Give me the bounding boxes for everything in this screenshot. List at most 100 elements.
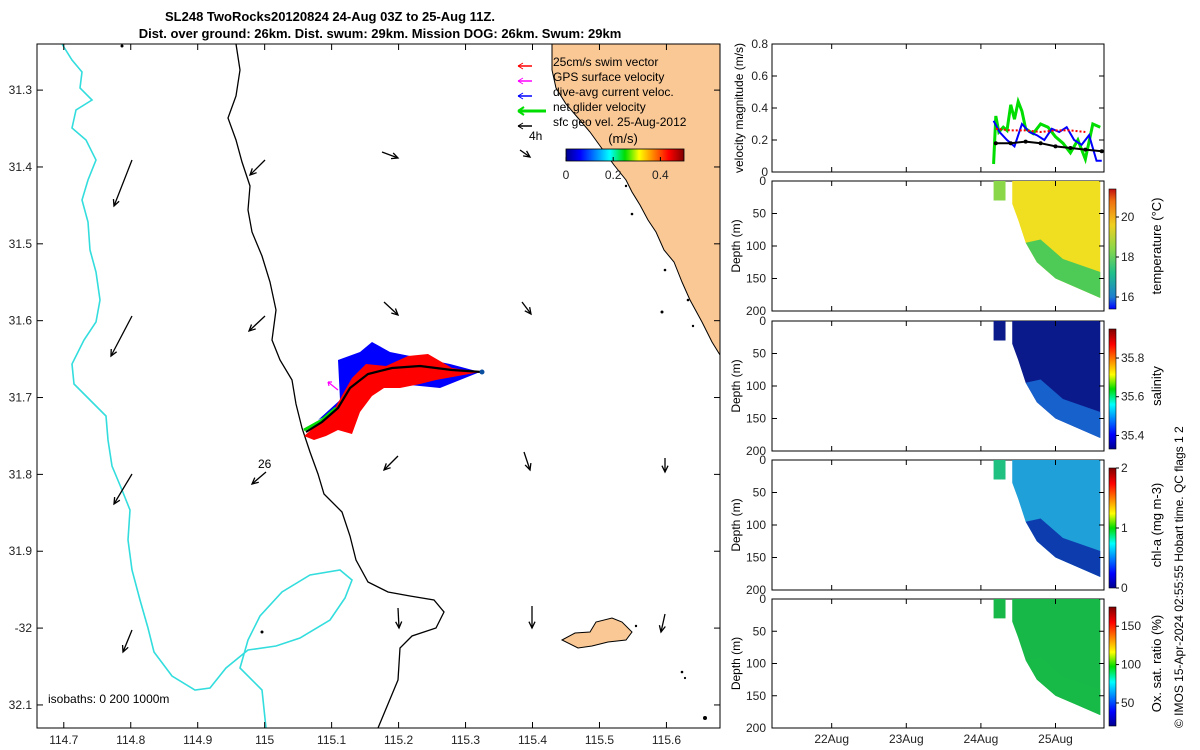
geo-arrow bbox=[248, 315, 266, 332]
geo-arrowhead bbox=[248, 168, 257, 177]
profile-colorbar-label: Ox. sat. ratio (%) bbox=[1149, 615, 1164, 713]
geo-arrowhead bbox=[382, 463, 391, 472]
velocity-y-ticks: 0 0.2 0.4 0.6 0.8 bbox=[751, 37, 1104, 179]
colorbar-label: (m/s) bbox=[608, 131, 638, 146]
legend-label-gps: GPS surface velocity bbox=[553, 70, 664, 84]
profile-colorbar bbox=[1108, 328, 1117, 450]
speed-colorbar bbox=[565, 148, 685, 162]
legend-arrowhead bbox=[517, 77, 524, 85]
velocity-point bbox=[1008, 141, 1013, 146]
map-y-tick-label: 31.4 bbox=[9, 160, 33, 174]
profile-y-tick-label: 100 bbox=[746, 379, 766, 393]
profile-colorbar-tick-label: 150 bbox=[1121, 619, 1141, 633]
profile-y-tick-label: 200 bbox=[746, 583, 766, 597]
geo-arrowhead bbox=[250, 477, 259, 485]
profile-colorbar-tick-label: 18 bbox=[1121, 250, 1135, 264]
velocity-point bbox=[1053, 144, 1058, 149]
profile-y-tick-label: 200 bbox=[746, 304, 766, 318]
velocity-axes-frame bbox=[771, 43, 1105, 173]
geo-arrowhead bbox=[391, 308, 400, 317]
legend-label-current: dive-avg current veloc. bbox=[553, 85, 674, 99]
geo-arrowhead bbox=[390, 152, 400, 160]
velocity-y-tick-label: 0 bbox=[761, 165, 768, 179]
velocity-y-tick-label: 0.6 bbox=[751, 69, 768, 83]
map-y-tick-label: -32 bbox=[15, 621, 33, 635]
time-axis-ticks: 22Aug 23Aug 24Aug 25Aug bbox=[814, 44, 1073, 746]
land-mainland bbox=[551, 43, 721, 357]
map-x-tick-label: 114.9 bbox=[183, 733, 212, 747]
geo-arrow bbox=[660, 613, 666, 633]
geo-arrow bbox=[381, 151, 399, 159]
profile-ylabel: Depth (m) bbox=[729, 219, 743, 272]
geo-arrowhead bbox=[395, 621, 403, 630]
map-x-tick-label: 114.8 bbox=[116, 733, 145, 747]
velocity-series bbox=[992, 96, 1104, 165]
geo-arrowhead bbox=[661, 465, 669, 474]
profile-data-early bbox=[993, 460, 1006, 480]
colorbar-tick-label: 0.4 bbox=[652, 168, 669, 182]
profile-data-deep bbox=[1025, 518, 1101, 577]
profile-data-early bbox=[993, 181, 1006, 201]
profile-colorbar-tick-label: 16 bbox=[1121, 290, 1135, 304]
geo-arrow bbox=[110, 315, 133, 357]
profile-y-tick-label: 200 bbox=[746, 721, 766, 735]
velocity-series-line bbox=[995, 127, 1086, 134]
profile-y-tick-label: 100 bbox=[746, 518, 766, 532]
geo-arrowhead bbox=[112, 198, 120, 208]
profile-colorbar-label: salinity bbox=[1149, 366, 1164, 406]
geo-arrow bbox=[521, 301, 532, 315]
geo-arrow bbox=[383, 301, 399, 316]
profile-data-early bbox=[993, 599, 1006, 619]
profile-y-tick-label: 200 bbox=[746, 444, 766, 458]
map-y-tick-label: 31.6 bbox=[9, 314, 33, 328]
isobath-1000m bbox=[61, 43, 353, 729]
footer-credit: © IMOS 15-Apr-2024 02:55:55 Hobart time.… bbox=[1172, 426, 1186, 728]
profile-colorbar-tick-label: 0 bbox=[1121, 581, 1128, 595]
legend: 25cm/s swim vector GPS surface velocity … bbox=[517, 55, 687, 130]
profile-colorbar-tick-label: 1 bbox=[1121, 521, 1128, 535]
time-tick-label: 25Aug bbox=[1038, 732, 1073, 746]
time-tick-label: 24Aug bbox=[964, 732, 999, 746]
net-glider-track bbox=[303, 406, 337, 432]
time-tick-label: 22Aug bbox=[814, 732, 849, 746]
map-panel: 25cm/s swim vector GPS surface velocity … bbox=[9, 43, 721, 747]
profile-colorbar-tick-label: 100 bbox=[1121, 658, 1141, 672]
profile-colorbar-tick-label: 2 bbox=[1121, 461, 1128, 475]
profile-y-tick-label: 150 bbox=[746, 689, 766, 703]
profile-y-tick-label: 50 bbox=[753, 486, 767, 500]
colorbar-tick-label: 0 bbox=[563, 168, 570, 182]
profile-panel: 0 50 100 150 200 Depth (m) 0 1 2 chl-a (mg m-3) bbox=[729, 453, 1164, 597]
profile-colorbar bbox=[1108, 606, 1117, 727]
map-y-tick-label: 31.8 bbox=[9, 467, 33, 481]
velocity-y-tick-label: 0.8 bbox=[751, 37, 768, 51]
profile-colorbar bbox=[1108, 188, 1117, 310]
legend-label-geo: sfc geo vel. 25-Aug-2012 bbox=[553, 115, 687, 129]
profile-panel: 0 50 100 150 200 Depth (m) 16 18 20 temperature (… bbox=[729, 174, 1164, 318]
profile-colorbar-tick-label: 35.4 bbox=[1121, 428, 1145, 442]
geo-arrowhead bbox=[522, 150, 532, 158]
geo-arrowhead bbox=[524, 462, 532, 472]
profile-ylabel: Depth (m) bbox=[729, 359, 743, 412]
profile-panel: 0 50 100 150 200 Depth (m) 35.4 35.6 35.8 salinit… bbox=[729, 314, 1164, 458]
profile-y-tick-label: 50 bbox=[753, 624, 767, 638]
glider-position bbox=[479, 369, 485, 375]
profile-y-tick-label: 150 bbox=[746, 412, 766, 426]
gps-surface-vector bbox=[327, 381, 339, 391]
profile-y-tick-label: 0 bbox=[759, 453, 766, 467]
legend-arrowhead bbox=[517, 62, 524, 70]
map-x-ticks: 114.7 114.8 114.9 115 115.1 115.2 115.3 115.4 11… bbox=[49, 44, 681, 747]
map-axes-frame bbox=[36, 43, 721, 729]
isobath-200m bbox=[227, 43, 445, 729]
velocity-point bbox=[1068, 146, 1073, 150]
geo-arrow bbox=[113, 473, 133, 505]
map-x-tick-label: 115.4 bbox=[518, 733, 547, 747]
velocity-point bbox=[993, 141, 998, 146]
map-x-tick-label: 114.7 bbox=[49, 733, 78, 747]
hours-label: 4h bbox=[529, 129, 542, 143]
geo-arrow bbox=[251, 471, 267, 485]
swim-vectors bbox=[304, 354, 480, 440]
map-x-tick-label: 115 bbox=[255, 733, 274, 747]
profile-y-tick-label: 0 bbox=[759, 314, 766, 328]
